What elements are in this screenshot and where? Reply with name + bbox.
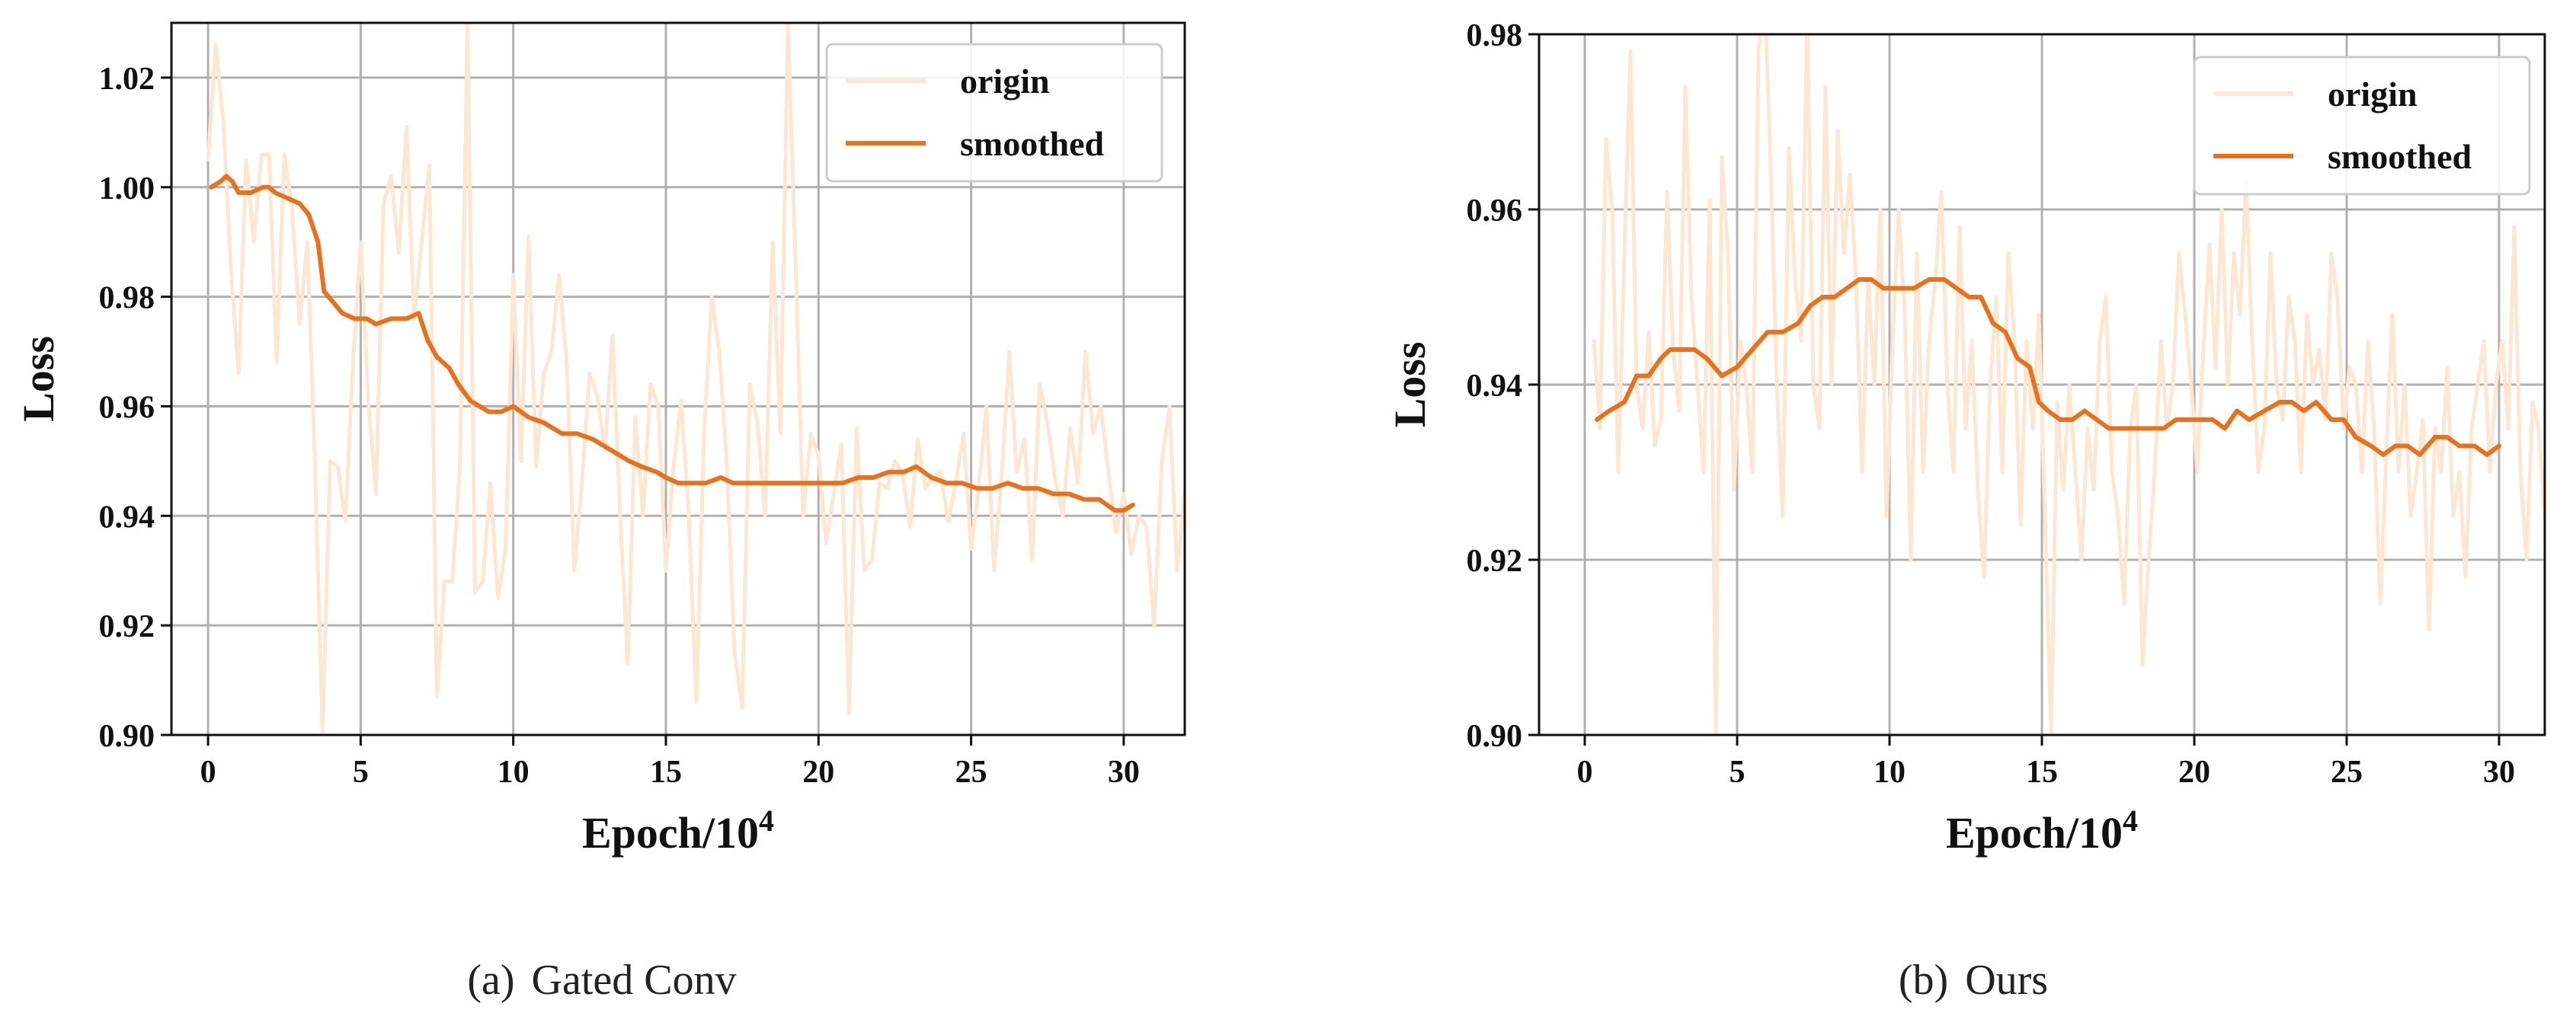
series-line-origin — [206, 23, 1185, 735]
x-axis-title-exponent: 4 — [2123, 804, 2138, 838]
axes-frame — [170, 21, 1186, 736]
x-axis-title-text: Epoch/10 — [582, 808, 759, 858]
y-tick-label: 0.92 — [99, 609, 155, 644]
x-tick-label: 25 — [2331, 755, 2363, 790]
y-axis-title: Loss — [14, 336, 63, 422]
x-tick-label: 5 — [353, 755, 369, 790]
y-tick-label: 0.90 — [1467, 719, 1523, 754]
x-axis-title: Epoch/104 — [582, 804, 774, 858]
x-axis-title: Epoch/104 — [1946, 804, 2138, 858]
x-tick-label: 20 — [2178, 755, 2210, 790]
chart-gated-conv: 0 5 10 15 20 25 30 0.90 0.92 0.94 0.96 0.98 1.00 1.02… — [14, 21, 1186, 1004]
y-tick-label: 0.94 — [1467, 369, 1523, 404]
y-axis-title: Loss — [1385, 342, 1435, 428]
series-line-smoothed — [1595, 277, 2501, 457]
x-tick-label: 30 — [1108, 755, 1140, 790]
x-tick-label: 15 — [2026, 755, 2058, 790]
subfigure-caption: (b) Ours — [1899, 957, 2048, 1004]
series-line-smoothed — [209, 174, 1135, 513]
y-tick-label: 0.96 — [1467, 193, 1523, 228]
legend-label-smoothed: smoothed — [960, 124, 1105, 163]
legend-label-smoothed: smoothed — [2328, 137, 2472, 176]
legend: origin smoothed — [825, 43, 1163, 183]
series-line-origin — [1592, 34, 2545, 735]
legend-label-origin: origin — [960, 62, 1050, 101]
chart-ours: 0 5 10 15 20 25 30 0.90 0.92 0.94 0.96 0.98 Epoch/10… — [1385, 18, 2546, 1004]
y-tick-label: 1.02 — [99, 62, 155, 97]
y-tick-label: 1.00 — [99, 171, 155, 206]
caption-label: (a) — [467, 957, 514, 1004]
legend-label-origin: origin — [2328, 75, 2418, 113]
y-tick-label: 0.94 — [99, 500, 155, 535]
x-axis-title-exponent: 4 — [759, 804, 774, 838]
x-tick-label: 15 — [650, 755, 682, 790]
x-tick-label: 25 — [955, 755, 987, 790]
caption-label: (b) — [1899, 957, 1948, 1004]
y-tick-label: 0.98 — [99, 281, 155, 316]
y-tick-label: 0.98 — [1467, 18, 1523, 53]
x-tick-label: 30 — [2483, 755, 2515, 790]
x-tick-label: 10 — [1874, 755, 1906, 790]
x-axis-title-text: Epoch/10 — [1946, 808, 2123, 858]
legend: origin smoothed — [2193, 56, 2531, 196]
plot-area — [206, 23, 1185, 735]
x-tick-label: 0 — [1577, 755, 1593, 790]
y-tick-label: 0.96 — [99, 390, 155, 425]
x-tick-label: 5 — [1730, 755, 1746, 790]
x-tick-label: 10 — [498, 755, 530, 790]
caption-text: Ours — [1965, 957, 2048, 1004]
subfigure-caption: (a) Gated Conv — [467, 957, 736, 1004]
plot-area — [1592, 34, 2545, 735]
x-tick-label: 20 — [802, 755, 834, 790]
caption-text: Gated Conv — [532, 957, 737, 1004]
x-tick-label: 0 — [200, 755, 216, 790]
y-tick-label: 0.92 — [1467, 544, 1523, 579]
y-tick-label: 0.90 — [99, 719, 155, 754]
